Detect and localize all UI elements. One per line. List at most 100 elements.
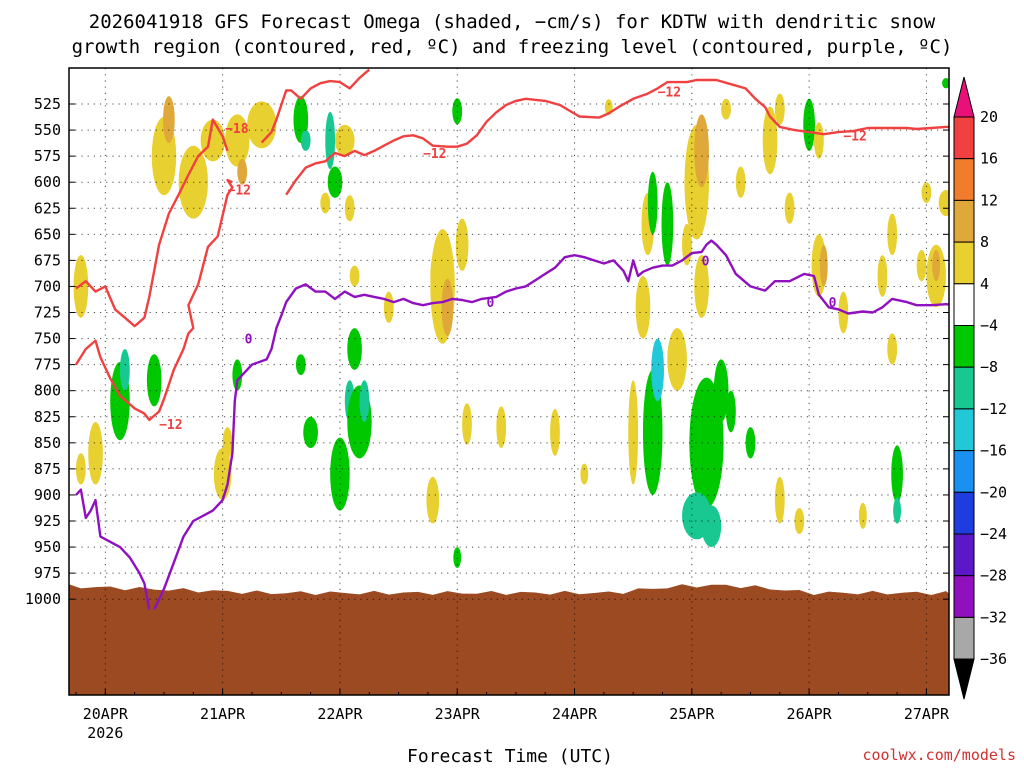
y-tick-label-725: 725 xyxy=(34,304,61,322)
y-tick-label-1000: 1000 xyxy=(25,590,61,608)
y-tick-label-550: 550 xyxy=(34,121,61,139)
colorbar-tick-9: −20 xyxy=(980,483,1007,501)
omega-cell-47 xyxy=(647,171,658,235)
y-tick-label-750: 750 xyxy=(34,330,61,348)
omega-cell-83 xyxy=(932,249,941,282)
colorbar-swatch-7 xyxy=(953,366,975,410)
colorbar-swatch-4 xyxy=(953,241,975,285)
omega-cell-25 xyxy=(330,437,350,511)
omega-cell-80 xyxy=(916,249,927,282)
x-tick-label-21APR: 21APR xyxy=(200,705,246,723)
omega-cell-20 xyxy=(335,124,355,157)
colorbar-swatch-13 xyxy=(953,616,975,660)
x-axis-label: Forecast Time (UTC) xyxy=(407,746,613,767)
omega-cell-75 xyxy=(891,445,903,503)
dendritic-contour-0 xyxy=(75,118,229,328)
colorbar-tick-5: −4 xyxy=(980,317,998,335)
colorbar: 20 16 12 8 4 −4 −8 −12 −16 −20 −24 −28 −32 −36 xyxy=(953,76,1007,700)
omega-cell-44 xyxy=(635,276,651,339)
omega-cell-53 xyxy=(694,114,709,188)
omega-cell-22 xyxy=(349,265,360,287)
colorbar-swatch-1 xyxy=(953,116,975,160)
omega-cell-60 xyxy=(726,390,736,433)
colorbar-tick-13: −36 xyxy=(980,650,1007,668)
colorbar-tick-8: −16 xyxy=(980,442,1007,460)
y-tick-label-975: 975 xyxy=(34,564,61,582)
terrain-layer xyxy=(69,584,949,695)
y-tick-label-950: 950 xyxy=(34,538,61,556)
y-tick-label-850: 850 xyxy=(34,434,61,452)
y-tick-label-675: 675 xyxy=(34,251,61,269)
contour-lines xyxy=(74,68,949,611)
dendritic-contour-1 xyxy=(74,178,234,422)
omega-cell-79 xyxy=(887,213,898,256)
omega-cell-13 xyxy=(222,427,233,459)
dendritic-label-3: −12 xyxy=(159,418,182,433)
y-tick-label-625: 625 xyxy=(34,199,61,217)
omega-cell-24 xyxy=(295,354,306,376)
dendritic-label-1: −12 xyxy=(228,183,251,198)
omega-cell-48 xyxy=(651,338,664,402)
y-tick-label-925: 925 xyxy=(34,512,61,530)
omega-cell-64 xyxy=(762,106,778,175)
y-tick-label-650: 650 xyxy=(34,225,61,243)
colorbar-swatch-9 xyxy=(953,450,975,493)
pressure-axis: 525 550 575 600 625 650 675 700 725 750 775 800 825 8… xyxy=(25,95,949,608)
omega-cell-84 xyxy=(938,190,949,217)
colorbar-swatch-8 xyxy=(953,408,975,452)
omega-cell-77 xyxy=(877,255,888,297)
omega-cell-23 xyxy=(303,416,318,449)
omega-cell-34 xyxy=(455,218,469,271)
x-tick-label-20APR: 20APR xyxy=(83,705,129,723)
colorbar-swatch-3 xyxy=(953,199,975,243)
dendritic-contour-2 xyxy=(285,78,949,196)
colorbar-swatch-12 xyxy=(953,575,975,618)
colorbar-tick-12: −32 xyxy=(980,608,1007,626)
omega-cell-28 xyxy=(359,380,370,422)
colorbar-tick-7: −12 xyxy=(980,400,1007,418)
omega-cell-7 xyxy=(73,255,89,318)
colorbar-tick-4: 4 xyxy=(980,275,989,293)
omega-cell-33 xyxy=(441,278,454,336)
omega-cell-51 xyxy=(667,328,687,391)
omega-cell-29 xyxy=(347,328,362,370)
y-tick-label-575: 575 xyxy=(34,147,61,165)
omega-cell-10 xyxy=(146,354,162,407)
freezing-level-contour-0 xyxy=(75,488,151,610)
dendritic-contour-3 xyxy=(260,68,371,144)
omega-cell-21 xyxy=(344,195,355,222)
y-tick-label-600: 600 xyxy=(34,173,61,191)
y-tick-label-900: 900 xyxy=(34,486,61,504)
y-tick-label-525: 525 xyxy=(34,95,61,113)
dendritic-label-4: −12 xyxy=(658,85,681,100)
chart-title-line2: growth region (contoured, red, ºC) and f… xyxy=(72,36,953,58)
omega-cell-78 xyxy=(887,333,898,365)
dendritic-label-0: −18 xyxy=(225,122,249,137)
omega-cell-58 xyxy=(701,505,722,548)
colorbar-swatch-10 xyxy=(953,491,975,535)
colorbar-tick-3: 8 xyxy=(980,233,989,251)
freezing-label-2: 0 xyxy=(702,254,710,269)
chart-title-line1: 2026041918 GFS Forecast Omega (shaded, −… xyxy=(89,11,936,33)
omega-cell-85 xyxy=(942,77,949,89)
y-tick-label-700: 700 xyxy=(34,277,61,295)
omega-cell-65 xyxy=(774,93,785,125)
omega-cell-46 xyxy=(642,369,663,495)
x-tick-label-25APR: 25APR xyxy=(669,705,715,723)
omega-cell-38 xyxy=(496,406,507,449)
y-tick-label-775: 775 xyxy=(34,356,61,374)
freezing-label-3: 0 xyxy=(829,296,837,311)
x-tick-label-24APR: 24APR xyxy=(552,705,598,723)
freezing-label-0: 0 xyxy=(245,333,253,348)
x-tick-label-22APR: 22APR xyxy=(317,705,363,723)
omega-cell-49 xyxy=(661,182,674,266)
omega-cell-6 xyxy=(247,101,277,149)
y-tick-label-800: 800 xyxy=(34,382,61,400)
colorbar-top-arrow xyxy=(953,76,975,118)
x-tick-label-26APR: 26APR xyxy=(787,705,833,723)
x-tick-label-23APR: 23APR xyxy=(435,705,481,723)
y-tick-label-825: 825 xyxy=(34,408,61,426)
dendritic-label-2: −12 xyxy=(423,147,446,162)
